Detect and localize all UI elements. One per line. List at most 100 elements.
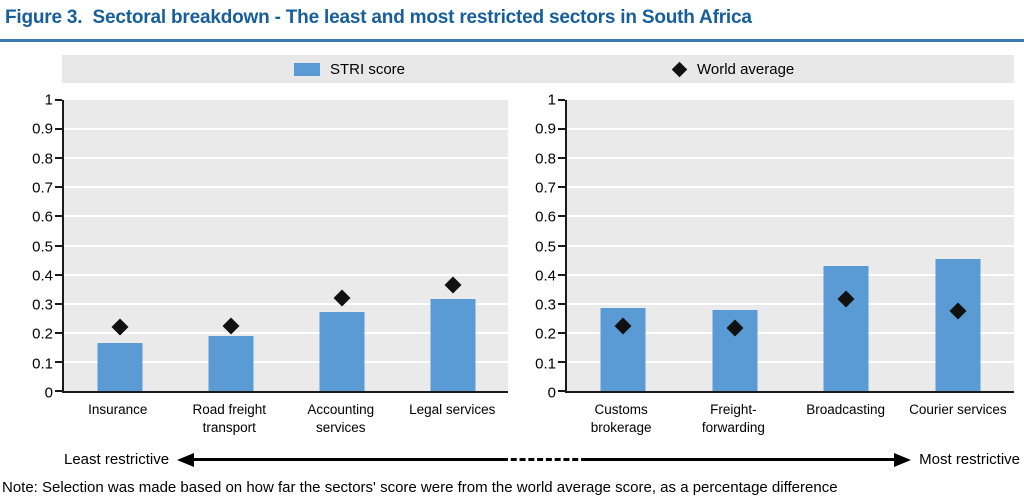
least-restrictive-label: Least restrictive — [64, 451, 170, 468]
world-average-diamond-icon — [671, 61, 688, 77]
y-tick-mark — [55, 244, 62, 247]
stri-score-bar — [97, 343, 142, 391]
gridline — [567, 157, 1014, 160]
category-slot — [64, 100, 175, 391]
chart-panel-most-restricted: 0 0.1 0.2 0.3 0.4 0.5 0.6 0.7 0.8 0.9 1 — [508, 93, 1014, 401]
y-tick-label: 0.7 — [535, 179, 556, 197]
y-tick-label: 0.8 — [32, 150, 53, 168]
gridline — [64, 360, 508, 363]
y-tick-mark — [55, 360, 62, 363]
gridline — [64, 273, 508, 276]
gridline — [64, 215, 508, 218]
legend-label: World average — [697, 60, 795, 78]
y-tick-mark — [558, 390, 565, 392]
legend-item-world-average: World average — [671, 55, 795, 83]
y-tick-mark — [558, 215, 565, 218]
x-axis-labels-left-chart: Insurance Road freight transport Accountin… — [62, 401, 508, 436]
gridline — [567, 128, 1014, 131]
category-slot — [175, 100, 286, 391]
y-tick-mark — [558, 360, 565, 363]
x-category-label: Legal services — [409, 402, 496, 417]
y-tick-mark — [55, 128, 62, 131]
y-tick-label: 0.6 — [535, 208, 556, 226]
y-tick-label: 0.5 — [535, 238, 556, 255]
gridline — [567, 360, 1014, 363]
stri-score-bar — [208, 335, 253, 391]
category-slot — [902, 100, 1014, 391]
legend-label: STRI score — [330, 60, 406, 78]
y-tick-label: 0.7 — [32, 179, 53, 197]
y-tick-mark — [55, 157, 62, 160]
legend-item-stri-score: STRI score — [294, 55, 405, 83]
y-tick-mark — [558, 128, 565, 131]
category-slot — [397, 100, 508, 391]
x-category-label: Customs brokerage — [590, 402, 652, 435]
figure-title: Figure 3. Sectoral breakdown - The least… — [5, 7, 752, 28]
y-tick-label: 0.9 — [535, 120, 556, 138]
y-tick-mark — [55, 273, 62, 276]
gridline — [64, 244, 508, 247]
y-tick-mark — [558, 244, 565, 247]
stri-score-bar — [935, 258, 981, 391]
arrow-right-head-icon — [894, 452, 912, 467]
x-axis-labels-right-chart: Customs brokerage Freight-forwarding Broad… — [565, 401, 1014, 436]
x-category-label: Road freight transport — [192, 402, 267, 435]
y-tick-label: 0.2 — [535, 325, 556, 343]
gridline — [567, 273, 1014, 276]
chart-panel-least-restricted: 0 0.1 0.2 0.3 0.4 0.5 0.6 0.7 0.8 0.9 1 — [0, 93, 508, 401]
gridline — [567, 302, 1014, 305]
y-tick-mark — [55, 331, 62, 334]
most-restrictive-label: Most restrictive — [919, 451, 1020, 468]
y-tick-label: 0.2 — [32, 325, 53, 343]
figure-note: Note: Selection was made based on how fa… — [2, 479, 838, 496]
y-tick-label: 0.3 — [32, 296, 53, 314]
stri-score-bar — [430, 299, 475, 391]
gridline — [64, 128, 508, 131]
world-average-marker — [111, 318, 128, 336]
y-tick-mark — [55, 186, 62, 189]
gridline — [567, 186, 1014, 189]
world-average-marker — [444, 276, 461, 294]
world-average-marker — [222, 317, 239, 335]
y-tick-label: 0.9 — [32, 120, 53, 138]
category-slot — [791, 100, 903, 391]
y-tick-label: 0 — [547, 384, 556, 402]
y-tick-mark — [55, 215, 62, 218]
world-average-marker — [333, 289, 350, 307]
gridline — [567, 244, 1014, 247]
chart-legend: STRI score World average — [62, 55, 1014, 83]
arrow-dashed-segment — [501, 458, 587, 461]
y-tick-mark — [55, 302, 62, 305]
category-slot — [567, 100, 679, 391]
gridline — [64, 331, 508, 334]
y-tick-mark — [55, 99, 62, 101]
gridline — [64, 157, 508, 160]
arrow-left-head-icon — [177, 452, 195, 467]
y-tick-mark — [558, 331, 565, 334]
y-tick-label: 1 — [547, 91, 556, 109]
restrictiveness-axis-annotation: Least restrictive Most restrictive — [64, 451, 1020, 468]
stri-score-swatch-icon — [294, 62, 320, 76]
y-tick-label: 0.4 — [535, 267, 556, 285]
gridline — [64, 302, 508, 305]
stri-score-bar — [319, 312, 364, 391]
x-category-label: Courier services — [909, 402, 1007, 417]
y-tick-mark — [558, 302, 565, 305]
y-tick-label: 0.5 — [32, 238, 53, 255]
y-tick-mark — [558, 273, 565, 276]
x-category-label: Accounting services — [307, 402, 375, 435]
y-tick-label: 0.1 — [32, 355, 53, 373]
category-slot — [679, 100, 791, 391]
y-tick-label: 0.6 — [32, 208, 53, 226]
plot-area — [55, 99, 508, 393]
gridline — [567, 215, 1014, 218]
y-axis-labels: 0 0.1 0.2 0.3 0.4 0.5 0.6 0.7 0.8 0.9 1 — [508, 93, 565, 401]
x-category-label: Insurance — [88, 402, 148, 417]
y-axis-labels: 0 0.1 0.2 0.3 0.4 0.5 0.6 0.7 0.8 0.9 1 — [0, 93, 62, 401]
stri-score-bar — [823, 265, 869, 391]
y-tick-mark — [558, 99, 565, 101]
y-tick-mark — [558, 157, 565, 160]
arrow-line — [194, 458, 502, 461]
y-tick-label: 0 — [44, 384, 53, 402]
